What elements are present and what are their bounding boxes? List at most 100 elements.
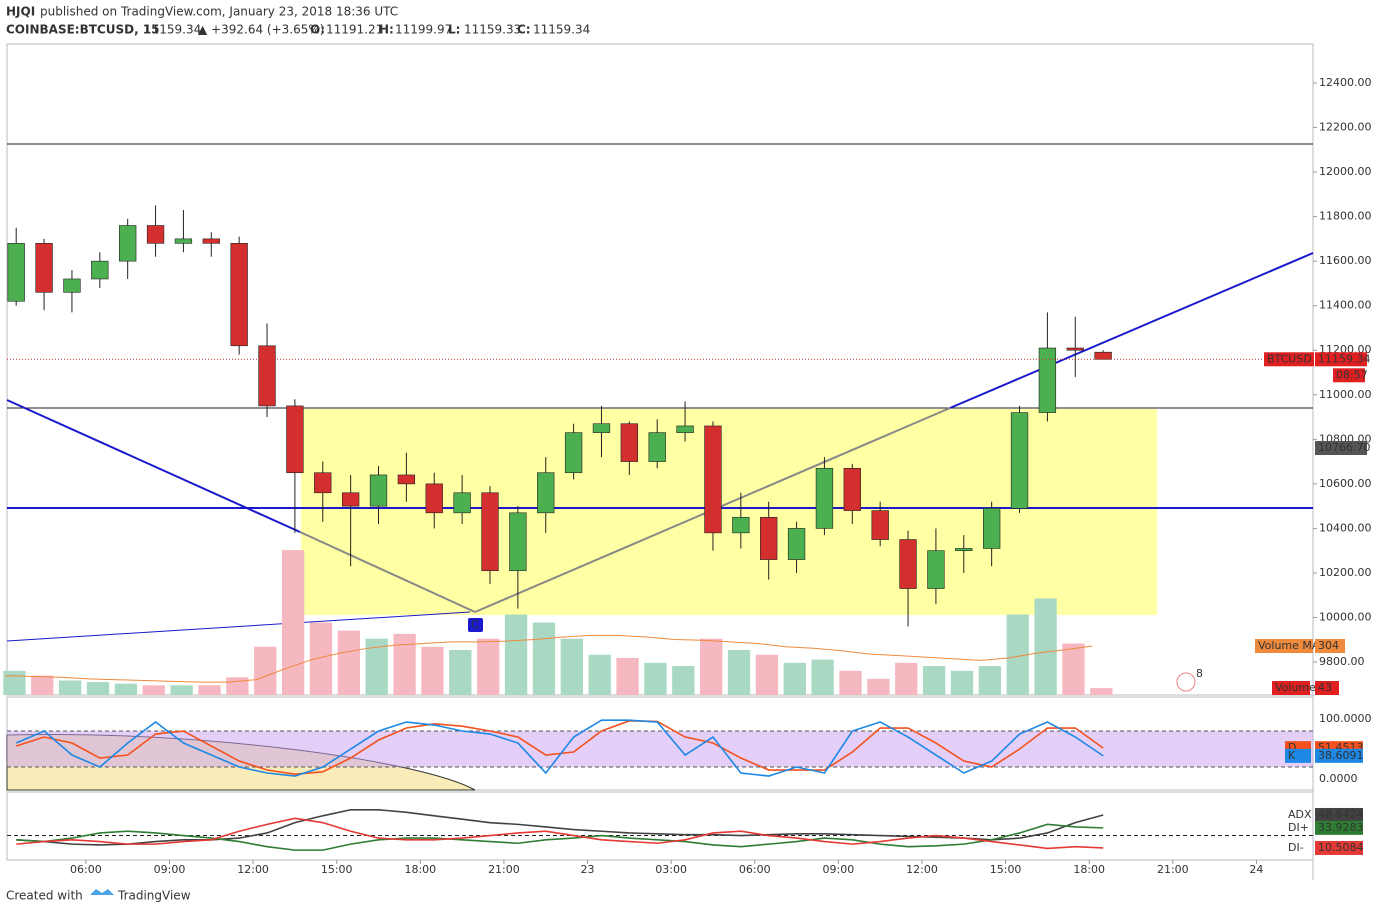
series-name: DI- [1288,841,1304,854]
candle-body [35,243,53,293]
x-tick-label: 03:00 [655,863,687,876]
candle-body [982,508,1001,549]
series-value: 10.5084 [1318,841,1364,854]
footer-brand: TradingView [117,889,191,903]
candle-body [843,467,861,511]
candle-body [481,492,499,572]
y-tick-label: 11400.00 [1319,299,1372,312]
volume-bar [281,550,305,695]
indicator-line [15,719,1104,777]
volume-bar [393,633,416,695]
footer-created: Created with [6,889,83,903]
volume-bar [198,685,221,695]
candle-body [286,405,304,474]
candle-body [425,483,443,514]
candle-body [453,492,471,514]
series-name: D [1288,741,1296,754]
volume-bar [309,622,333,695]
symbol-tag-bg [1264,352,1314,367]
ohlc-value: 11159.33 [464,23,521,37]
y-tick-label: 12400.00 [1319,76,1372,89]
y-tick-label: 10000.00 [1319,610,1372,623]
volume-ma-value: 304 [1318,639,1339,652]
last-price-tag-bg [1315,352,1367,367]
ohlc-key: H: [379,23,394,37]
volume-bar [1034,598,1057,695]
candle-body [1038,347,1057,413]
candle-body [871,510,889,540]
logo [90,889,114,895]
ohlc-key: C: [517,23,531,37]
trend-line [6,399,301,533]
stoch-band [7,731,1313,768]
volume-bar [142,685,165,695]
series-value-bg [1315,820,1363,835]
candle-body [955,548,973,551]
candle-body [314,472,332,494]
symbol-tag: BTCUSD [1267,352,1312,365]
y-tick-label: 12000.00 [1319,165,1372,178]
series-name: K [1288,749,1296,762]
series-name: DI+ [1288,821,1309,834]
candle-body [146,225,165,244]
published: published on TradingView.com, January 23… [40,5,398,19]
candle-body [732,516,750,534]
series-name-bg [1285,748,1311,763]
candle-body [760,516,778,560]
x-tick-label: 21:00 [1157,863,1189,876]
x-tick-label: 15:00 [990,863,1022,876]
last-price-tag: 11159.34 [1318,352,1371,365]
y-tick-label: 11000.00 [1319,388,1372,401]
series-value-bg [1315,807,1363,822]
volume-bar [1090,688,1113,695]
candle-body [1094,351,1112,360]
x-tick-label: 12:00 [906,863,938,876]
volume-ma [5,634,1093,683]
y-tick-label: 11600.00 [1319,254,1372,267]
ohlc-key: O: [310,23,325,37]
y-tick-label: 0.0000 [1319,772,1358,785]
volume-bar [3,670,26,695]
volume-bar [226,677,249,695]
candle-body [397,474,416,485]
indicator-line [16,817,1104,850]
volume-bar [337,630,361,695]
volume-bar [365,638,388,695]
y-tick-label: 12200.00 [1319,121,1372,134]
volume-bar [950,670,974,695]
series-name-bg [1285,840,1311,855]
countdown-tag: 08:57 [1336,368,1368,381]
volume-bar [895,662,918,695]
trend-line [299,531,476,613]
volume-value: 43 [1318,681,1332,694]
candle-body [787,528,806,560]
y-tick-label: 10600.00 [1319,477,1372,490]
volume-bar [254,646,277,695]
candle-body [509,512,527,572]
y-tick-label: 100.0000 [1319,712,1372,725]
x-tick-label: 12:00 [237,863,269,876]
series-value-bg [1315,840,1363,855]
ohlc-value: 11199.97 [395,23,452,37]
series-name-bg [1285,820,1311,835]
volume-name-bg [1272,681,1310,695]
ohlc: O: 11191.21H: 11199.97L: 11159.33C: 11159.34 [310,23,590,37]
candle-body [592,423,611,433]
volume-bar [867,678,890,695]
volume-bar [755,654,779,695]
volume-bar [59,680,82,695]
candle-body [63,278,81,293]
plot: 06:00 09:00 12:00 15:00 18:00 21:00 23 03:00 06:… [3,76,1372,876]
x-tick-label: 15:00 [321,863,353,876]
volume-bar [644,662,667,695]
change: ▲ +392.64 (+3.65%) [198,23,324,37]
volume-name: Volume [1275,681,1316,694]
candle-body [258,345,276,407]
volume-bar [86,682,110,695]
marker[interactable] [468,618,483,632]
candle-body [564,432,583,474]
alert-icon[interactable] [1176,672,1196,692]
indicator-line [16,823,1104,851]
x-tick-label: 06:00 [70,863,102,876]
